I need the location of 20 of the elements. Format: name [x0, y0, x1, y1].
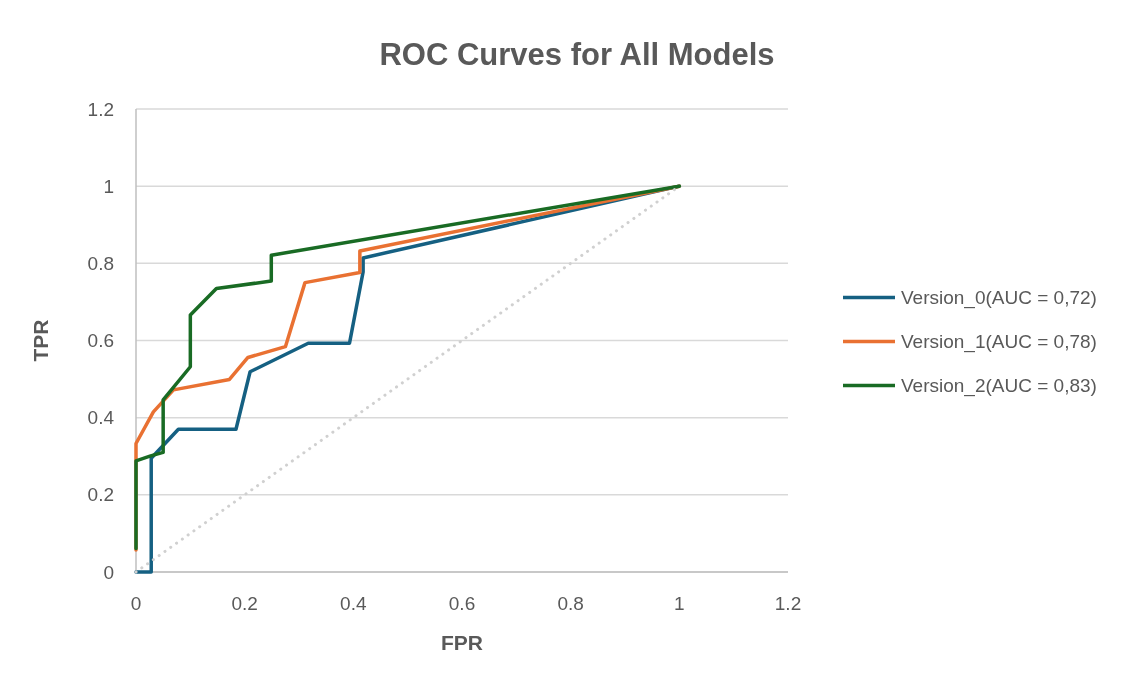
y-tick-label: 0.2: [87, 484, 114, 506]
y-tick-label: 1.2: [87, 98, 114, 120]
y-axis-title: TPR: [29, 319, 52, 362]
y-tick-label: 0.6: [87, 330, 114, 352]
chart-title: ROC Curves for All Models: [379, 37, 775, 72]
x-axis-title: FPR: [441, 631, 483, 654]
y-tick-label: 1: [103, 175, 114, 197]
legend-label: Version_0(AUC = 0,72): [901, 287, 1097, 310]
x-tick-label: 0: [130, 593, 142, 614]
x-tick-label: 0.2: [231, 593, 258, 614]
y-tick-label: 0.4: [87, 407, 115, 429]
legend-label: Version_2(AUC = 0,83): [901, 375, 1097, 398]
y-tick-label: 0.8: [87, 252, 114, 274]
x-tick-label: 0.8: [557, 593, 584, 614]
x-tick-label: 0.6: [448, 593, 476, 614]
x-tick-label: 0.4: [340, 593, 367, 614]
legend-label: Version_1(AUC = 0,78): [901, 331, 1097, 354]
y-tick-label: 0: [103, 561, 114, 583]
x-tick-label: 1: [674, 593, 685, 614]
x-tick-label: 1.2: [774, 593, 802, 614]
